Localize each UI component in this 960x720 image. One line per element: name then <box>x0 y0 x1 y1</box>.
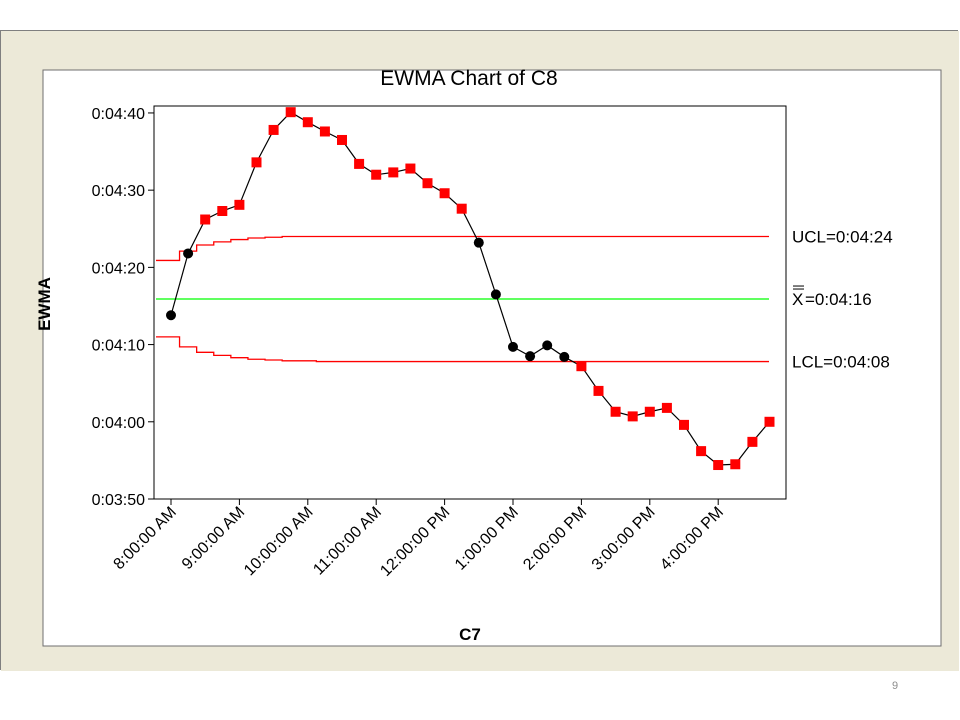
out-of-control-point <box>251 157 262 168</box>
in-control-point <box>183 248 194 259</box>
out-of-control-point <box>747 436 758 447</box>
out-of-control-point <box>319 126 330 137</box>
out-of-control-point <box>679 419 689 430</box>
ucl-line <box>156 235 769 262</box>
out-of-control-point <box>696 446 707 457</box>
out-of-control-point <box>354 158 365 169</box>
in-control-point <box>508 341 518 352</box>
out-of-control-point <box>200 214 211 225</box>
lcl-line <box>156 336 769 363</box>
ewma-chart: EWMA Chart of C8 C7 EWMA 0:03:50 0:04:00 0… <box>1 31 959 671</box>
out-of-control-point <box>627 411 638 422</box>
out-of-control-point <box>422 178 433 189</box>
in-control-point <box>473 237 484 248</box>
out-of-control-point <box>439 188 450 199</box>
out-of-control-point <box>456 203 467 214</box>
y-tick-label: 0:04:30 <box>92 183 145 200</box>
out-of-control-point <box>285 107 296 118</box>
out-of-control-point <box>217 206 228 217</box>
in-control-point <box>525 351 536 362</box>
slide-frame: EWMA Chart of C8 C7 EWMA 0:03:50 0:04:00 0… <box>0 30 959 671</box>
page-number: 9 <box>892 680 899 692</box>
in-control-point <box>490 289 501 300</box>
out-of-control-point <box>576 361 587 372</box>
x-axis-title: C7 <box>459 625 481 644</box>
out-of-control-point <box>337 134 347 145</box>
center-label: =0:04:16 <box>805 290 872 309</box>
y-tick-label: 0:04:00 <box>92 415 145 432</box>
out-of-control-point <box>644 406 655 417</box>
out-of-control-point <box>593 385 604 396</box>
in-control-point <box>559 351 570 362</box>
lcl-label: LCL=0:04:08 <box>792 353 890 372</box>
out-of-control-point <box>764 416 775 427</box>
chart-title: EWMA Chart of C8 <box>380 67 557 90</box>
y-tick-label: 0:04:10 <box>92 338 145 355</box>
out-of-control-point <box>713 460 724 471</box>
out-of-control-point <box>302 117 313 128</box>
center-symbol: X <box>792 290 803 309</box>
plot-area <box>153 105 787 500</box>
in-control-point <box>542 340 553 351</box>
ucl-label: UCL=0:04:24 <box>792 227 893 246</box>
out-of-control-point <box>234 199 245 210</box>
out-of-control-point <box>730 459 741 470</box>
out-of-control-point <box>610 406 621 417</box>
out-of-control-point <box>388 167 399 178</box>
y-tick-label: 0:04:20 <box>92 260 145 277</box>
y-tick-label: 0:03:50 <box>92 492 145 509</box>
in-control-point <box>166 310 176 321</box>
out-of-control-point <box>371 169 382 180</box>
out-of-control-point <box>661 402 672 413</box>
out-of-control-point <box>268 124 279 135</box>
y-axis-title: EWMA <box>35 277 54 331</box>
y-tick-label: 0:04:40 <box>92 106 145 123</box>
out-of-control-point <box>405 163 416 174</box>
